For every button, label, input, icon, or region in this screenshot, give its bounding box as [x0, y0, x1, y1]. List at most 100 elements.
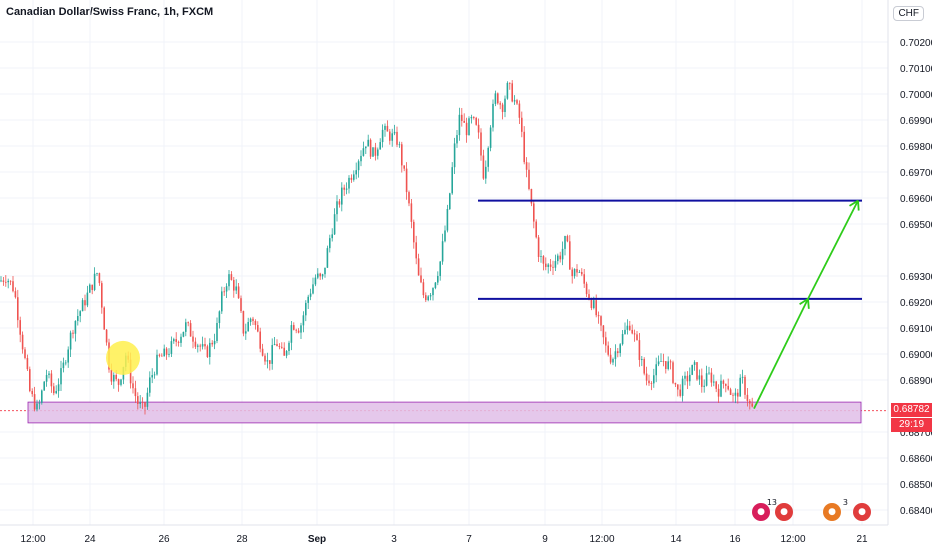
candle-body	[353, 174, 355, 180]
candle-body	[228, 274, 230, 287]
candle-body	[132, 383, 134, 389]
candle-body	[737, 392, 739, 397]
candle-body	[187, 322, 189, 324]
candle-body	[374, 147, 377, 156]
candle-body	[201, 344, 204, 347]
candle-body	[614, 351, 617, 360]
candle-body	[679, 389, 681, 396]
candle-body	[729, 389, 732, 395]
candle-body	[242, 311, 245, 334]
candle-body	[336, 201, 338, 215]
time-tick-label: 12:00	[20, 534, 45, 545]
flag-ch-icon[interactable]: ●	[853, 503, 871, 521]
candle-body	[734, 392, 737, 396]
candle-body	[691, 364, 693, 375]
candle-body	[422, 282, 425, 296]
candle-body	[674, 382, 677, 385]
arrow-head	[857, 200, 860, 211]
candle-body	[345, 188, 348, 190]
flag-ca-icon[interactable]: ● 13	[752, 498, 777, 521]
candle-body	[218, 311, 221, 323]
candle-body	[17, 297, 19, 321]
candle-body	[86, 292, 89, 306]
highlight-marker	[106, 340, 140, 375]
candle-body	[31, 391, 33, 395]
candle-body	[595, 300, 597, 316]
candle-body	[710, 372, 713, 383]
candle-body	[475, 117, 477, 125]
candle-body	[221, 291, 223, 312]
candle-body	[245, 331, 247, 334]
candle-body	[549, 264, 552, 267]
candle-body	[672, 362, 674, 383]
candle-body	[741, 376, 744, 378]
candle-body	[513, 100, 516, 102]
candle-body	[26, 358, 29, 370]
candle-body	[715, 381, 717, 389]
candle-body	[81, 300, 84, 312]
candle-body	[357, 161, 360, 171]
candle-body	[285, 351, 288, 356]
candle-body	[631, 329, 633, 334]
projection-arrows	[753, 199, 860, 409]
flag-ch-icon[interactable]: ●	[775, 503, 793, 521]
candle-body	[290, 325, 293, 343]
candle-body	[158, 354, 161, 356]
time-tick-label: 26	[158, 534, 170, 545]
candle-body	[722, 380, 725, 384]
candle-body	[254, 320, 257, 326]
candle-body	[319, 273, 321, 277]
candle-body	[727, 385, 729, 390]
candle-body	[504, 98, 506, 113]
time-tick-label: 12:00	[780, 534, 805, 545]
candle-body	[693, 362, 696, 365]
candle-body	[173, 339, 175, 342]
candle-body	[12, 281, 14, 292]
candle-body	[113, 374, 115, 382]
candle-body	[225, 286, 228, 292]
candle-body	[393, 131, 396, 134]
candle-body	[576, 268, 578, 273]
candle-body	[300, 325, 302, 333]
candle-body	[557, 255, 559, 262]
candle-body	[667, 361, 669, 369]
candle-body	[120, 379, 122, 385]
candle-body	[413, 221, 415, 243]
time-tick-label: 21	[856, 534, 868, 545]
arrow-head	[807, 298, 810, 309]
candle-body	[36, 403, 38, 410]
candle-body	[165, 348, 168, 355]
symbol-title[interactable]: Canadian Dollar/Swiss Franc, 1h, FXCM	[6, 6, 214, 18]
candle-body	[698, 375, 701, 380]
candle-body	[607, 345, 609, 355]
event-count: 13	[766, 498, 777, 507]
candle-body	[566, 236, 569, 242]
flag-ch-icon[interactable]: ● 3	[823, 498, 848, 521]
candle-body	[206, 346, 209, 358]
candle-body	[638, 340, 641, 360]
candle-body	[65, 362, 67, 364]
candle-body	[153, 374, 156, 376]
candle-body	[739, 377, 741, 397]
candle-body	[305, 302, 307, 316]
bar-countdown: 29:19	[891, 418, 932, 432]
candle-body	[535, 221, 537, 238]
currency-chip[interactable]: CHF	[893, 6, 924, 21]
candle-body	[89, 284, 91, 293]
candle-body	[530, 188, 533, 204]
candle-body	[439, 261, 441, 276]
candle-body	[408, 192, 410, 204]
candle-body	[713, 381, 715, 383]
candle-body	[192, 336, 194, 342]
candle-body	[57, 384, 60, 392]
candle-body	[134, 388, 137, 397]
candle-body	[485, 166, 487, 179]
candle-body	[629, 325, 631, 330]
